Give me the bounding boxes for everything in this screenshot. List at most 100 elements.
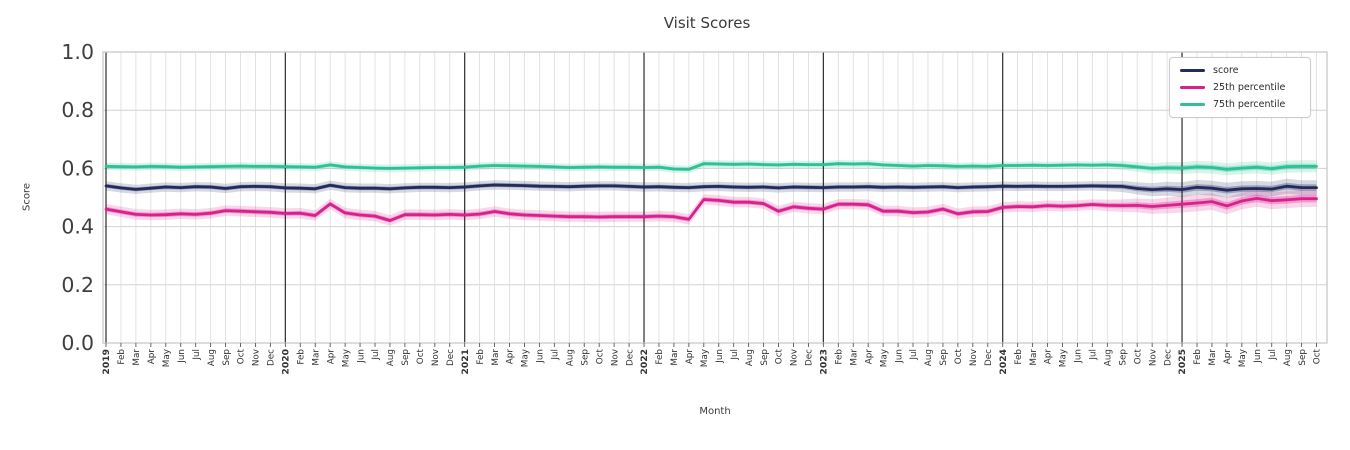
x-tick-label: 2021 bbox=[460, 349, 471, 375]
x-tick-label: May bbox=[341, 349, 351, 367]
x-tick-label: May bbox=[162, 349, 172, 367]
x-tick-label: Nov bbox=[1148, 349, 1158, 366]
x-tick-label: 2023 bbox=[819, 349, 830, 375]
x-tick-label: Feb bbox=[297, 349, 307, 365]
plot-border bbox=[102, 51, 1328, 344]
x-tick-label: Nov bbox=[252, 349, 262, 366]
x-tick-label: Jun bbox=[1074, 349, 1084, 364]
x-tick-label: 2020 bbox=[281, 349, 292, 375]
legend-label-25th-percentile: 25th percentile bbox=[1213, 81, 1286, 93]
x-tick-label: Oct bbox=[237, 348, 247, 364]
x-tick-label: Aug bbox=[386, 349, 396, 366]
x-tick-label: 2022 bbox=[639, 349, 650, 375]
legend-label-75th-percentile: 75th percentile bbox=[1213, 98, 1286, 110]
x-tick-label: Oct bbox=[954, 348, 964, 364]
x-tick-label: Apr bbox=[1044, 349, 1054, 365]
legend-item-25th-percentile: 25th percentile bbox=[1180, 81, 1302, 94]
x-tick-label: Aug bbox=[566, 349, 576, 366]
x-tick-label: Sep bbox=[939, 349, 949, 366]
x-tick-label: May bbox=[879, 349, 889, 367]
x-tick-label: Aug bbox=[745, 349, 755, 366]
x-tick-label: Nov bbox=[969, 349, 979, 366]
x-tick-label: Dec bbox=[1163, 349, 1173, 366]
x-tick-label: Oct bbox=[595, 348, 605, 364]
x-tick-label: Sep bbox=[401, 349, 411, 366]
y-axis-label: Score bbox=[21, 182, 33, 212]
x-tick-label: Sep bbox=[1119, 349, 1129, 366]
x-tick-label: Mar bbox=[311, 349, 321, 366]
x-tick-label: Feb bbox=[476, 349, 486, 365]
y-tick-label: 1.0 bbox=[61, 40, 94, 64]
x-tick-label: Jun bbox=[536, 349, 546, 364]
x-tick-label: Feb bbox=[835, 349, 845, 365]
series-line-score bbox=[104, 183, 1318, 192]
x-tick-label: Apr bbox=[685, 349, 695, 365]
x-tick-label: Dec bbox=[625, 349, 635, 366]
x-tick-label: Dec bbox=[446, 349, 456, 366]
x-tick-label: Oct bbox=[775, 348, 785, 364]
x-tick-label: Feb bbox=[117, 349, 127, 365]
x-tick-label: Nov bbox=[431, 349, 441, 366]
x-tick-label: Jul bbox=[909, 349, 919, 361]
x-tick-label: Mar bbox=[132, 349, 142, 366]
x-tick-label: May bbox=[1238, 349, 1248, 367]
legend-swatch-75th-percentile bbox=[1180, 103, 1205, 106]
legend: score 25th percentile 75th percentile bbox=[1169, 57, 1311, 118]
x-tick-label: Aug bbox=[1283, 349, 1293, 366]
x-tick-label: Mar bbox=[670, 349, 680, 366]
x-tick-labels: 2019 Feb Mar Apr May Jun Jul Aug Sep Oct Nov Dec 202… bbox=[101, 348, 1323, 375]
x-tick-label: Apr bbox=[326, 349, 336, 365]
x-tick-label: Nov bbox=[610, 349, 620, 366]
x-tick-label: Oct bbox=[1133, 348, 1143, 364]
x-tick-label: Jul bbox=[730, 349, 740, 361]
y-tick-label: 0.6 bbox=[61, 156, 94, 180]
x-tick-label: Jun bbox=[715, 349, 725, 364]
x-tick-label: Mar bbox=[1208, 349, 1218, 366]
x-tick-label: Jul bbox=[192, 349, 202, 361]
x-tick-label: Feb bbox=[1193, 349, 1203, 365]
y-tick-labels: 0.0 0.2 0.4 0.6 0.8 1.0 bbox=[61, 40, 94, 355]
x-tick-label: Aug bbox=[924, 349, 934, 366]
x-tick-label: Apr bbox=[1223, 349, 1233, 365]
x-axis-label: Month bbox=[699, 406, 731, 417]
x-tick-label: Jun bbox=[356, 349, 366, 364]
x-tick-label: Mar bbox=[1029, 349, 1039, 366]
series-line-25th-percentile bbox=[104, 196, 1318, 222]
series-line-75th-percentile bbox=[104, 162, 1318, 171]
x-tick-label: Aug bbox=[207, 349, 217, 366]
x-tick-label: Apr bbox=[506, 349, 516, 365]
x-tick-label: May bbox=[1059, 349, 1069, 367]
x-tick-label: Oct bbox=[1313, 348, 1323, 364]
legend-swatch-score bbox=[1180, 69, 1205, 72]
x-tick-label: Jul bbox=[371, 349, 381, 361]
x-tick-label: Jun bbox=[177, 349, 187, 364]
x-tick-label: Jul bbox=[1268, 349, 1278, 361]
y-tick-label: 0.4 bbox=[61, 215, 94, 239]
x-tick-label: Dec bbox=[267, 349, 277, 366]
legend-item-75th-percentile: 75th percentile bbox=[1180, 98, 1302, 111]
x-tick-label: Feb bbox=[655, 349, 665, 365]
x-tick-label: Mar bbox=[850, 349, 860, 366]
x-tick-label: May bbox=[700, 349, 710, 367]
x-tick-label: May bbox=[521, 349, 531, 367]
x-tick-label: Sep bbox=[1298, 349, 1308, 366]
y-tick-label: 0.2 bbox=[61, 273, 94, 297]
series-band-outer-25th-percentile bbox=[106, 190, 1317, 226]
x-tick-label: Apr bbox=[147, 349, 157, 365]
x-tick-label: Nov bbox=[790, 349, 800, 366]
x-tick-label: 2024 bbox=[998, 349, 1009, 375]
series-band-outer-75th-percentile bbox=[106, 160, 1317, 176]
x-tick-marks bbox=[105, 343, 1317, 347]
x-tick-label: Feb bbox=[1014, 349, 1024, 365]
legend-item-score: score bbox=[1180, 64, 1302, 77]
x-tick-label: Jun bbox=[894, 349, 904, 364]
x-tick-label: Jun bbox=[1253, 349, 1263, 364]
legend-label-score: score bbox=[1213, 64, 1239, 76]
y-tick-label: 0.0 bbox=[61, 331, 94, 355]
x-tick-label: 2025 bbox=[1177, 349, 1188, 375]
x-tick-label: Sep bbox=[760, 349, 770, 366]
legend-swatch-25th-percentile bbox=[1180, 86, 1205, 89]
y-tick-label: 0.8 bbox=[61, 98, 94, 122]
